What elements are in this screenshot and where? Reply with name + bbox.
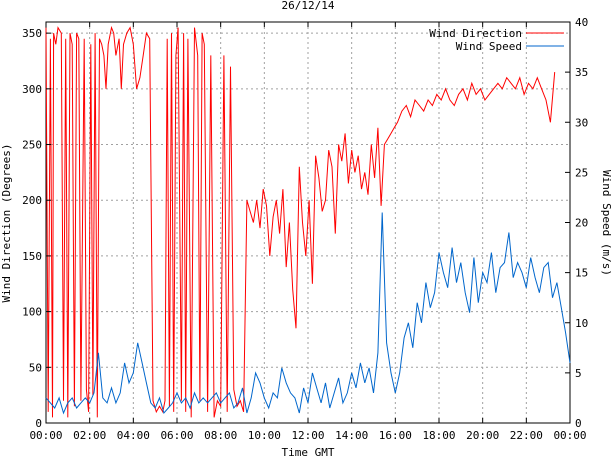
x-axis-ticks: 00:00 02:00 04:00 06:00 08:00 10:00 12:00 14:00… bbox=[29, 22, 587, 442]
series-layer bbox=[45, 25, 571, 418]
y-left-tick-label: 300 bbox=[22, 83, 42, 96]
y-right-tick-label: 35 bbox=[575, 66, 588, 79]
x-tick-label: 00:00 bbox=[29, 429, 62, 442]
x-tick-label: 14:00 bbox=[335, 429, 368, 442]
x-tick-label: 00:00 bbox=[553, 429, 586, 442]
x-tick-label: 16:00 bbox=[379, 429, 412, 442]
y-right-tick-label: 10 bbox=[575, 317, 588, 330]
y-right-axis-label: Wind Speed (m/s) bbox=[600, 170, 611, 276]
legend-label-wind-speed: Wind Speed bbox=[456, 40, 522, 53]
y-left-tick-label: 250 bbox=[22, 139, 42, 152]
y-left-tick-label: 350 bbox=[22, 27, 42, 40]
y-left-axis-ticks: 0 50 100 150 200 250 300 350 bbox=[22, 27, 51, 430]
y-right-tick-label: 15 bbox=[575, 267, 588, 280]
y-left-tick-label: 200 bbox=[22, 194, 42, 207]
y-right-axis-ticks: 0 5 10 15 20 25 30 35 40 bbox=[565, 16, 588, 430]
series-line-wind-direction bbox=[45, 25, 556, 418]
x-tick-label: 12:00 bbox=[291, 429, 324, 442]
legend-label-wind-direction: Wind Direction bbox=[429, 27, 522, 40]
y-left-tick-label: 50 bbox=[29, 361, 42, 374]
y-right-tick-label: 40 bbox=[575, 16, 588, 29]
y-left-axis-label: Wind Direction (Degrees) bbox=[0, 144, 13, 303]
x-tick-label: 10:00 bbox=[248, 429, 281, 442]
x-tick-label: 08:00 bbox=[204, 429, 237, 442]
y-right-tick-label: 0 bbox=[575, 417, 582, 430]
y-right-tick-label: 25 bbox=[575, 166, 588, 179]
x-tick-label: 18:00 bbox=[422, 429, 455, 442]
x-tick-label: 06:00 bbox=[160, 429, 193, 442]
x-tick-label: 22:00 bbox=[510, 429, 543, 442]
y-left-tick-label: 150 bbox=[22, 250, 42, 263]
series-line-wind-speed bbox=[45, 212, 571, 415]
y-left-tick-label: 0 bbox=[35, 417, 42, 430]
x-tick-label: 04:00 bbox=[117, 429, 150, 442]
y-right-tick-label: 5 bbox=[575, 367, 582, 380]
x-tick-label: 02:00 bbox=[73, 429, 106, 442]
y-right-tick-label: 30 bbox=[575, 116, 588, 129]
y-left-tick-label: 100 bbox=[22, 306, 42, 319]
y-right-tick-label: 20 bbox=[575, 217, 588, 230]
legend: Wind Direction Wind Speed bbox=[429, 27, 564, 53]
x-axis-label: Time GMT bbox=[282, 446, 335, 459]
chart-title: 26/12/14 bbox=[282, 0, 335, 12]
x-tick-label: 20:00 bbox=[466, 429, 499, 442]
